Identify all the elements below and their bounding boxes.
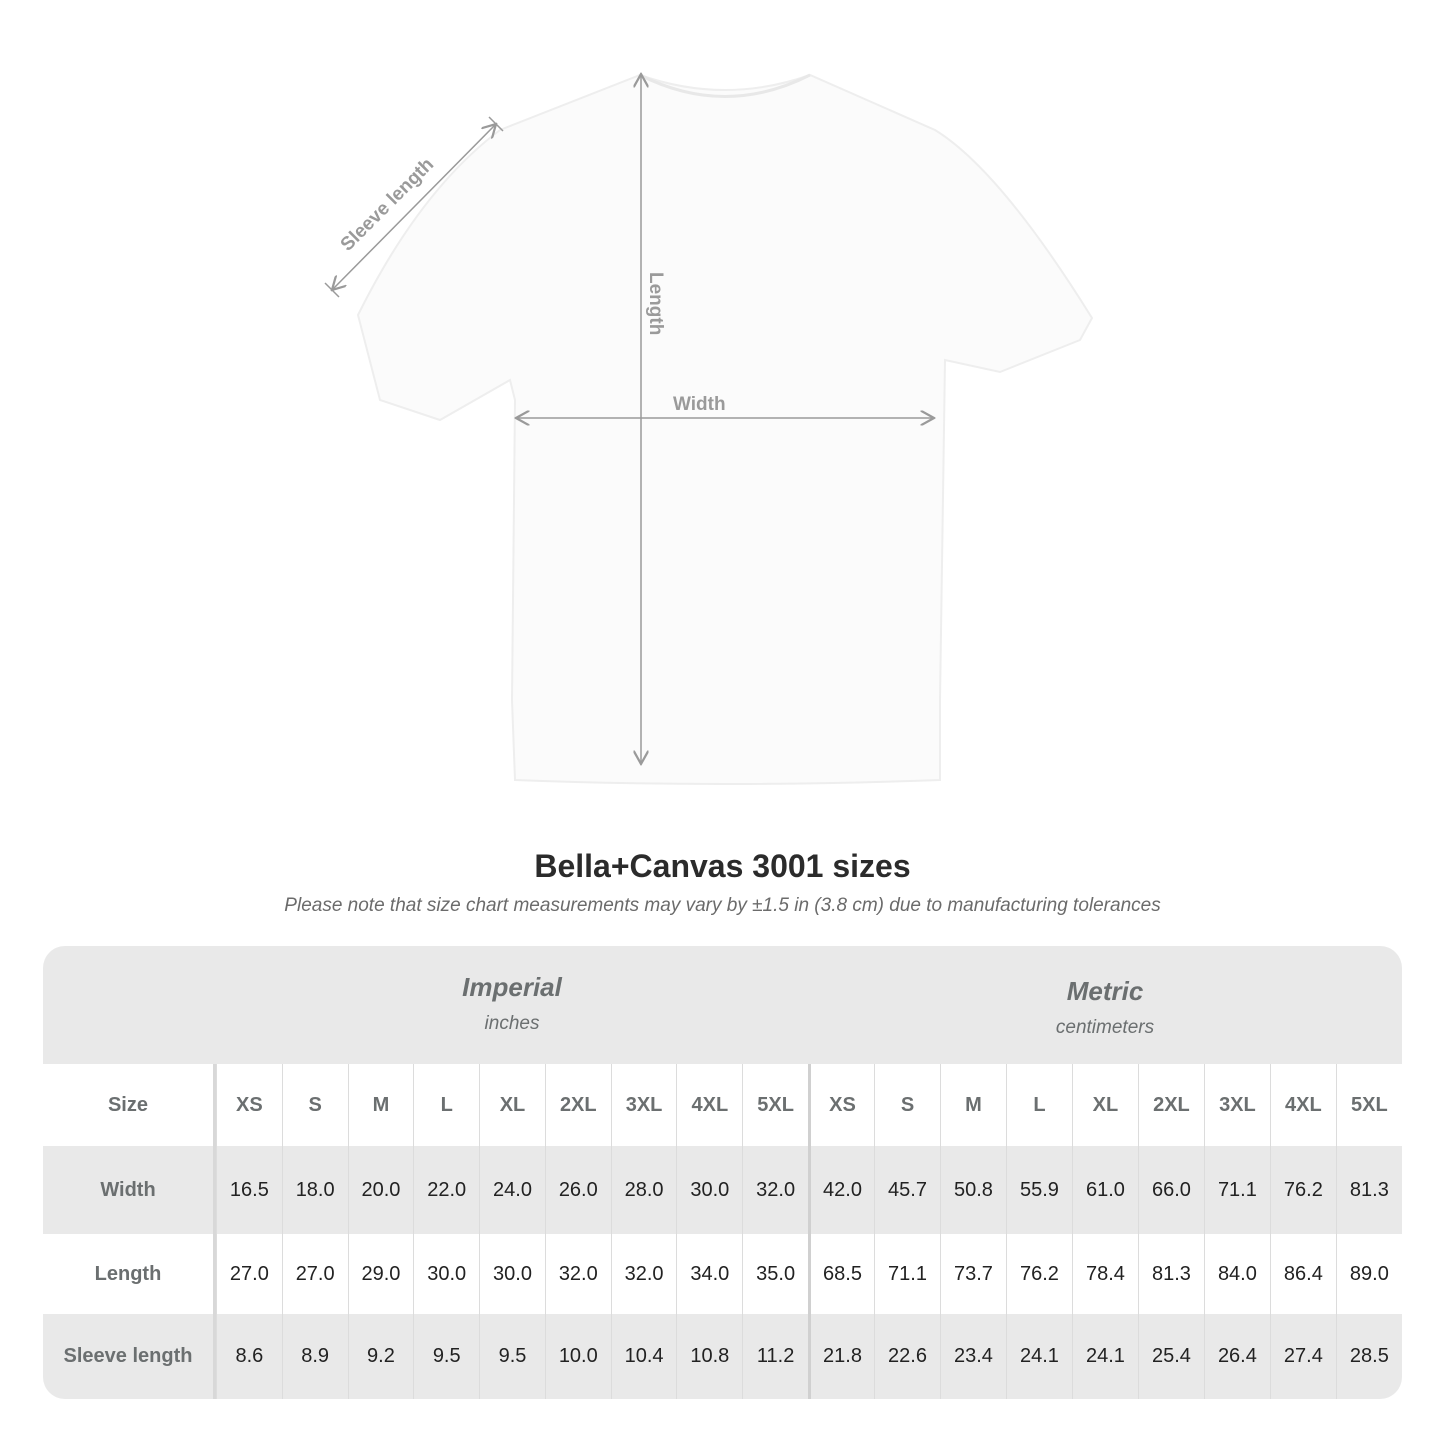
table-cell: 32.0: [610, 1234, 677, 1314]
table-cell: 45.7: [874, 1146, 940, 1234]
imperial-header: Imperial inches: [462, 972, 562, 1034]
table-cell: 30.0: [676, 1146, 742, 1234]
size-header-cell: M: [347, 1064, 414, 1146]
table-cell: 22.6: [874, 1314, 940, 1399]
table-cell: 73.7: [939, 1234, 1006, 1314]
table-cell: 50.8: [939, 1146, 1006, 1234]
table-cell: 55.9: [1005, 1146, 1072, 1234]
size-table: Imperial inches Metric centimeters Size X…: [43, 946, 1402, 1399]
size-header-cell: M: [939, 1064, 1006, 1146]
table-cell: 18.0: [281, 1146, 348, 1234]
table-cell: 78.4: [1071, 1234, 1138, 1314]
table-cell: 11.2: [742, 1314, 808, 1399]
size-header-cell: 3XL: [1203, 1064, 1270, 1146]
table-cell: 21.8: [808, 1314, 874, 1399]
row-label: Length: [43, 1234, 216, 1314]
size-header-cell: 4XL: [1269, 1064, 1336, 1146]
table-cell: 29.0: [347, 1234, 414, 1314]
table-cell: 28.0: [610, 1146, 677, 1234]
table-cell: 76.2: [1269, 1146, 1336, 1234]
table-cell: 35.0: [742, 1234, 808, 1314]
table-cell: 32.0: [544, 1234, 611, 1314]
size-header-cell: 5XL: [742, 1064, 808, 1146]
row-label: Sleeve length: [43, 1314, 216, 1399]
table-cell: 27.0: [215, 1234, 282, 1314]
size-header-cell: L: [1005, 1064, 1072, 1146]
size-header-cell: L: [413, 1064, 479, 1146]
table-cell: 24.0: [479, 1146, 545, 1234]
table-cell: 9.5: [413, 1314, 479, 1399]
table-cell: 71.1: [874, 1234, 940, 1314]
table-row: Sleeve length 8.6 8.9 9.2 9.5 9.5 10.0 10.4 10.8…: [43, 1314, 1402, 1399]
table-cell: 34.0: [676, 1234, 742, 1314]
table-cell: 9.2: [347, 1314, 414, 1399]
table-cell: 42.0: [808, 1146, 874, 1234]
table-cell: 68.5: [808, 1234, 874, 1314]
table-cell: 22.0: [413, 1146, 479, 1234]
size-header-cell: XL: [1071, 1064, 1138, 1146]
table-cell: 66.0: [1137, 1146, 1204, 1234]
table-cell: 8.6: [215, 1314, 282, 1399]
table-cell: 27.0: [281, 1234, 348, 1314]
table-cell: 81.3: [1137, 1234, 1204, 1314]
table-cell: 9.5: [479, 1314, 545, 1399]
size-header-cell: 2XL: [544, 1064, 611, 1146]
metric-header: Metric centimeters: [1055, 976, 1155, 1038]
table-cell: 76.2: [1005, 1234, 1072, 1314]
table-cell: 27.4: [1269, 1314, 1336, 1399]
length-label: Length: [645, 272, 666, 335]
page-title: Bella+Canvas 3001 sizes: [534, 848, 911, 884]
table-cell: 25.4: [1137, 1314, 1204, 1399]
size-header-cell: 3XL: [610, 1064, 677, 1146]
table-cell: 61.0: [1071, 1146, 1138, 1234]
size-header-row: Size XS S M L XL 2XL 3XL 4XL 5XL XS S M L XL 2XL 3XL 4XL 5…: [43, 1064, 1402, 1146]
table-cell: 10.4: [610, 1314, 677, 1399]
table-row: Width 16.5 18.0 20.0 22.0 24.0 26.0 28.0 30.0 32.…: [43, 1146, 1402, 1234]
size-header-cell: 5XL: [1335, 1064, 1402, 1146]
table-cell: 84.0: [1203, 1234, 1270, 1314]
size-header-cell: XS: [808, 1064, 874, 1146]
table-cell: 26.4: [1203, 1314, 1270, 1399]
table-row: Length 27.0 27.0 29.0 30.0 30.0 32.0 32.0 34.0 35…: [43, 1234, 1402, 1314]
size-header-cell: S: [874, 1064, 940, 1146]
table-cell: 10.0: [544, 1314, 611, 1399]
size-header-cell: 4XL: [676, 1064, 742, 1146]
sleeve-length-arrow: [332, 124, 496, 290]
table-cell: 71.1: [1203, 1146, 1270, 1234]
size-header-cell: XS: [215, 1064, 282, 1146]
tolerance-note: Please note that size chart measurements…: [284, 895, 1161, 916]
width-label: Width: [673, 394, 726, 415]
size-header-cell: XL: [479, 1064, 545, 1146]
tshirt-diagram: Sleeve length Length Width: [324, 0, 1094, 785]
row-label: Size: [43, 1064, 216, 1146]
table-cell: 8.9: [281, 1314, 348, 1399]
table-cell: 24.1: [1071, 1314, 1138, 1399]
table-cell: 16.5: [215, 1146, 282, 1234]
table-cell: 26.0: [544, 1146, 611, 1234]
size-header-cell: 2XL: [1137, 1064, 1204, 1146]
table-cell: 30.0: [479, 1234, 545, 1314]
table-cell: 28.5: [1335, 1314, 1402, 1399]
row-label: Width: [43, 1146, 216, 1234]
table-cell: 30.0: [413, 1234, 479, 1314]
table-cell: 86.4: [1269, 1234, 1336, 1314]
tshirt-shape: [356, 73, 1094, 785]
table-cell: 10.8: [676, 1314, 742, 1399]
table-cell: 24.1: [1005, 1314, 1072, 1399]
table-cell: 20.0: [347, 1146, 414, 1234]
size-header-cell: S: [281, 1064, 348, 1146]
table-cell: 81.3: [1335, 1146, 1402, 1234]
table-cell: 32.0: [742, 1146, 808, 1234]
table-cell: 23.4: [939, 1314, 1006, 1399]
table-cell: 89.0: [1335, 1234, 1402, 1314]
